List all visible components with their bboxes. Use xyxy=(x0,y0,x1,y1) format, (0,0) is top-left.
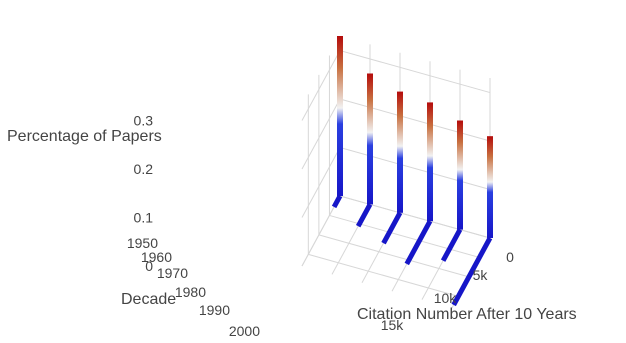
citation-tick-label: 15k xyxy=(381,317,405,333)
citation-tick-label: 10k xyxy=(434,290,458,306)
series-1960-spike xyxy=(367,73,373,205)
z-tick-label: 0 xyxy=(145,258,153,274)
series-1950-floor-line xyxy=(331,194,343,209)
floor-x-gridline xyxy=(329,214,480,258)
decade-tick-label: 1960 xyxy=(141,249,172,265)
backwall-z-gridline xyxy=(339,147,491,190)
series-1990-floor-line xyxy=(440,228,463,262)
decade-tick-label: 1980 xyxy=(175,284,206,300)
citation-tick-label: 0 xyxy=(506,249,514,265)
z-axis-title: Percentage of Papers xyxy=(7,128,162,145)
series-1970-floor-line xyxy=(381,211,403,245)
backwall-z-gridline xyxy=(339,98,491,142)
backwall-z-gridline xyxy=(339,50,491,94)
decade-tick-label: 1950 xyxy=(127,235,158,251)
decade-axis-title: Decade xyxy=(121,291,176,308)
z-tick-label: 0.1 xyxy=(134,210,154,226)
decade-tick-label: 1970 xyxy=(157,265,188,281)
floor-x-gridline xyxy=(308,253,459,297)
citation-tick-label: 5k xyxy=(473,267,489,283)
series-1970-spike xyxy=(397,91,403,213)
series-1990-spike xyxy=(457,120,463,230)
decade-tick-label: 1990 xyxy=(199,302,230,318)
series-2000-floor-line xyxy=(451,236,493,307)
series-1980-spike xyxy=(427,102,433,222)
floor-x-gridline xyxy=(318,234,470,278)
floor-x-gridline xyxy=(339,195,491,239)
z-tick-label: 0.3 xyxy=(134,113,154,129)
decade-tick-label: 2000 xyxy=(229,323,260,339)
series-layer xyxy=(331,36,493,307)
series-1960-floor-line xyxy=(355,203,373,228)
series-2000-spike xyxy=(487,136,493,238)
citation-axis-title: Citation Number After 10 Years xyxy=(357,306,577,323)
z-tick-label: 0.2 xyxy=(134,161,154,177)
series-1980-floor-line xyxy=(404,220,433,266)
series-1950-spike xyxy=(337,36,343,196)
